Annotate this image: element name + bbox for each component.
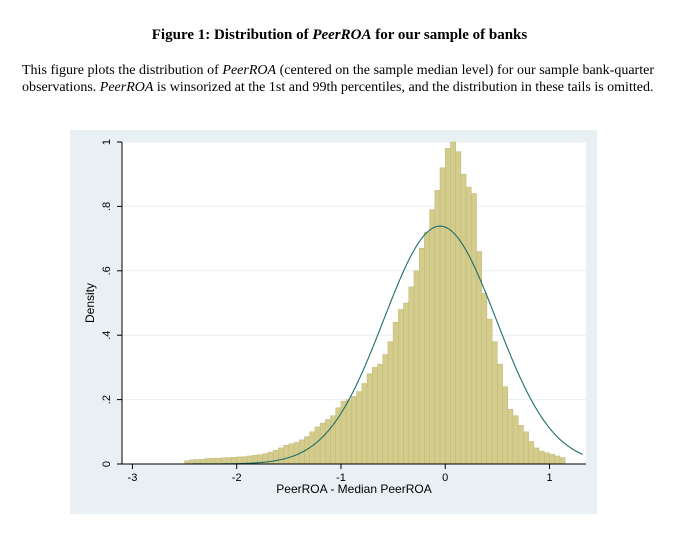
histogram-bar: [465, 186, 472, 465]
histogram-bar: [444, 148, 451, 465]
x-tick-label: -3: [128, 472, 138, 484]
histogram-bar: [538, 450, 545, 465]
histogram-bar: [481, 293, 488, 465]
histogram-chart: 0 .2 .4 .6 .8 1 -3 -2 -1 0 1 Density PeerROA - Med…: [83, 139, 586, 496]
figure-title: Figure 1: Distribution of PeerROA for ou…: [151, 27, 528, 43]
histogram-bar: [371, 367, 378, 465]
histogram-bar: [210, 457, 217, 465]
histogram-bar: [392, 322, 399, 465]
y-tick-label: .8: [101, 202, 113, 211]
histogram-bar: [398, 309, 404, 465]
histogram-bar: [434, 190, 441, 465]
histogram-bar: [491, 341, 498, 465]
histogram-bar: [199, 458, 206, 465]
histogram-bar: [194, 459, 201, 465]
histogram-bar: [502, 386, 509, 465]
y-tick-label: 1: [101, 139, 113, 145]
y-axis-label: Density: [83, 283, 97, 323]
histogram-bar: [272, 449, 279, 465]
histogram-bar: [418, 248, 425, 465]
caption-text: (centered on the sample median level) fo…: [22, 63, 654, 95]
histogram-bar: [455, 151, 462, 465]
histogram-bar: [471, 193, 477, 465]
y-tick-label: 0: [101, 461, 113, 467]
caption-variable: PeerROA: [222, 63, 277, 78]
histogram-bar: [439, 167, 446, 465]
histogram-bar: [283, 445, 290, 465]
histogram-bar: [523, 431, 529, 465]
histogram-bar: [340, 400, 347, 465]
x-axis-label: PeerROA - Median PeerROA: [276, 482, 431, 496]
x-tick-label: 0: [442, 472, 448, 484]
gridlines: [122, 141, 586, 401]
histogram-bar: [366, 373, 373, 465]
histogram-bar: [377, 363, 383, 465]
histogram-bars: [184, 141, 566, 465]
histogram-bar: [512, 415, 519, 465]
histogram-bar: [236, 456, 243, 465]
histogram-bar: [220, 457, 227, 465]
y-tick-label: .4: [101, 331, 113, 340]
histogram-bar: [351, 396, 357, 465]
caption-variable: PeerROA: [99, 80, 154, 95]
histogram-bar: [476, 251, 482, 465]
histogram-bar: [189, 459, 196, 465]
histogram-bar: [335, 407, 342, 465]
histogram-bar: [429, 209, 436, 465]
histogram-bar: [309, 431, 316, 465]
histogram-bar: [361, 383, 368, 465]
histogram-bar: [497, 363, 503, 465]
histogram-bar: [413, 270, 420, 465]
histogram-bar: [226, 457, 232, 465]
histogram-bar: [559, 457, 566, 465]
histogram-bar: [528, 441, 535, 465]
histogram-bar: [314, 426, 321, 465]
histogram-bar: [345, 399, 352, 465]
histogram-bar: [549, 454, 555, 465]
figure-caption: This figure plots the distribution of Pe…: [22, 62, 654, 96]
histogram-bar: [450, 141, 456, 465]
histogram-bar: [460, 173, 467, 465]
axes: 0 .2 .4 .6 .8 1 -3 -2 -1 0 1: [101, 139, 586, 484]
caption-text: is winsorized at the 1st and 99th percen…: [153, 80, 654, 95]
histogram-bar: [278, 447, 284, 465]
x-tick-label: 1: [546, 472, 552, 484]
histogram-bar: [319, 422, 326, 465]
chart-panel: 0 .2 .4 .6 .8 1 -3 -2 -1 0 1 Density PeerROA - Med…: [70, 130, 597, 514]
x-tick-label: -2: [232, 472, 242, 484]
histogram-bar: [356, 391, 363, 465]
histogram-bar: [205, 458, 211, 465]
histogram-bar: [325, 419, 331, 465]
histogram-bar: [382, 354, 389, 465]
histogram-bar: [231, 456, 237, 465]
histogram-bar: [288, 443, 295, 465]
histogram-bar: [387, 341, 394, 465]
histogram-bar: [486, 318, 493, 465]
histogram-bar: [408, 286, 415, 465]
histogram-bar: [533, 447, 540, 465]
histogram-bar: [403, 302, 409, 465]
histogram-bar: [424, 231, 430, 465]
normal-density-curve: [182, 225, 584, 465]
histogram-bar: [215, 457, 222, 465]
histogram-bar: [554, 455, 561, 465]
histogram-bar: [293, 442, 300, 465]
histogram-bar: [507, 409, 514, 465]
y-tick-label: .6: [101, 266, 113, 275]
histogram-bar: [544, 452, 550, 465]
caption-text: This figure plots the distribution of: [22, 63, 223, 78]
y-tick-label: .2: [101, 395, 113, 404]
x-tick-label: -1: [336, 472, 346, 484]
histogram-bar: [517, 425, 524, 465]
